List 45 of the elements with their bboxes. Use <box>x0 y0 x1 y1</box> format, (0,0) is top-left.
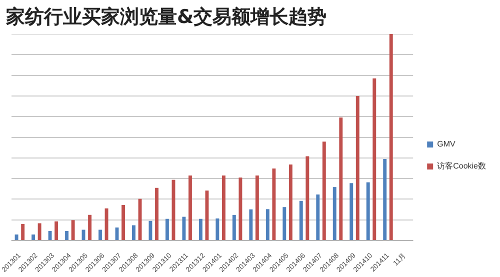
bar <box>155 188 158 240</box>
bar <box>316 194 320 240</box>
bar <box>122 205 125 240</box>
bar <box>216 218 220 240</box>
bar <box>71 220 75 240</box>
bar <box>98 230 102 240</box>
bar <box>205 190 209 240</box>
bar <box>21 224 25 240</box>
bar <box>306 156 310 240</box>
bar <box>332 187 336 240</box>
bar <box>65 231 68 240</box>
bar <box>232 214 236 240</box>
bar <box>198 218 202 240</box>
bar <box>389 34 393 240</box>
bar <box>48 231 52 240</box>
bar <box>32 234 36 240</box>
bar <box>238 178 242 240</box>
bar <box>38 223 42 240</box>
bar <box>182 216 186 240</box>
bar <box>372 78 376 240</box>
bar <box>282 207 286 240</box>
bar <box>288 164 292 240</box>
legend-label: GMV <box>437 140 456 149</box>
bar <box>188 175 192 240</box>
bar <box>104 208 108 240</box>
bar <box>14 234 18 240</box>
chart-title: 家纺行业买家浏览量&交易额增长趋势 <box>6 5 327 30</box>
bar <box>255 175 259 240</box>
bar <box>350 183 354 240</box>
bar <box>339 117 343 240</box>
bar <box>366 182 370 240</box>
bar <box>165 218 169 240</box>
bar <box>222 175 226 240</box>
bar <box>383 158 387 240</box>
bar <box>272 168 276 240</box>
bar <box>322 142 326 240</box>
bar <box>356 96 360 240</box>
legend-label: 访客Cookie数 <box>437 162 486 171</box>
bar <box>54 221 58 240</box>
bar <box>266 209 270 240</box>
bar <box>148 220 152 240</box>
bar <box>88 214 92 240</box>
bar <box>299 200 303 240</box>
bar <box>132 225 136 240</box>
bar <box>249 209 253 240</box>
